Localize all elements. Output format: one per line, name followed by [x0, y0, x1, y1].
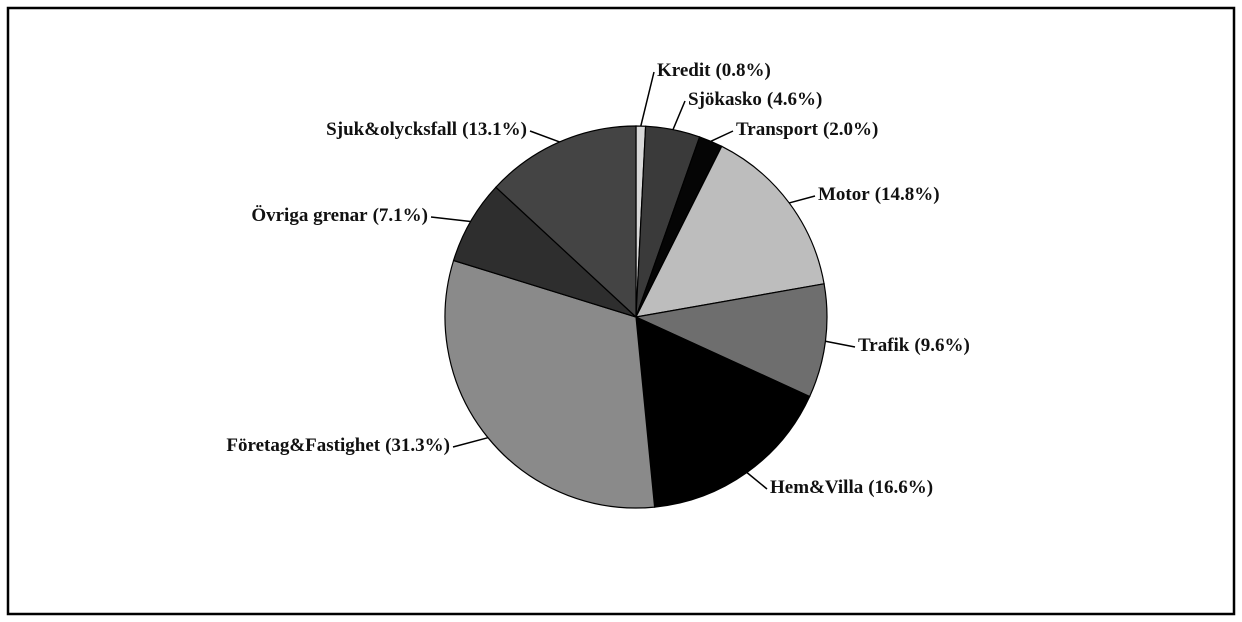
category-name: Transport	[736, 119, 819, 140]
value-label: (16.6%)	[868, 477, 933, 498]
slice-label: Hem&Villa (16.6%)	[770, 477, 933, 498]
category-name: Trafik	[858, 335, 910, 356]
value-label: (4.6%)	[767, 89, 822, 110]
value-label: (13.1%)	[462, 119, 527, 140]
leader-line	[672, 100, 686, 130]
leader-line	[825, 340, 856, 348]
slice-label: Sjuk&olycksfall (13.1%)	[326, 119, 527, 140]
leader-line	[529, 130, 560, 143]
slice-label: Företag&Fastighet (31.3%)	[226, 435, 450, 456]
leader-line	[430, 216, 471, 223]
leader-line	[789, 195, 816, 204]
pie-slice	[633, 283, 828, 398]
leader-line	[710, 130, 734, 142]
category-name: Övriga grenar	[251, 205, 368, 226]
value-label: (14.8%)	[875, 184, 940, 205]
value-label: (2.0%)	[823, 119, 878, 140]
leader-line	[640, 71, 655, 127]
pie	[444, 125, 828, 509]
slice-label: Sjökasko (4.6%)	[688, 89, 822, 110]
leader-line	[452, 436, 489, 448]
slice-label: Trafik (9.6%)	[858, 335, 970, 356]
slice-label: Motor (14.8%)	[818, 184, 940, 205]
frame	[6, 6, 1236, 616]
category-name: Företag&Fastighet	[226, 435, 380, 456]
category-name: Kredit	[657, 60, 711, 81]
value-label: (0.8%)	[715, 60, 770, 81]
category-name: Sjuk&olycksfall	[326, 119, 457, 140]
slice-label: Kredit (0.8%)	[657, 60, 771, 81]
category-name: Sjökasko	[688, 89, 762, 110]
labels: Kredit (0.8%) Sjökasko (4.6%) Transport (2.0%…	[226, 60, 969, 498]
slice-label: Övriga grenar (7.1%)	[251, 205, 428, 226]
value-label: (31.3%)	[385, 435, 450, 456]
value-label: (7.1%)	[373, 205, 428, 226]
slice-label: Transport (2.0%)	[736, 119, 878, 140]
pie-slice	[444, 259, 656, 509]
category-name: Motor	[818, 184, 870, 205]
leader-line	[746, 471, 768, 490]
value-label: (9.6%)	[914, 335, 969, 356]
category-name: Hem&Villa	[770, 477, 864, 498]
